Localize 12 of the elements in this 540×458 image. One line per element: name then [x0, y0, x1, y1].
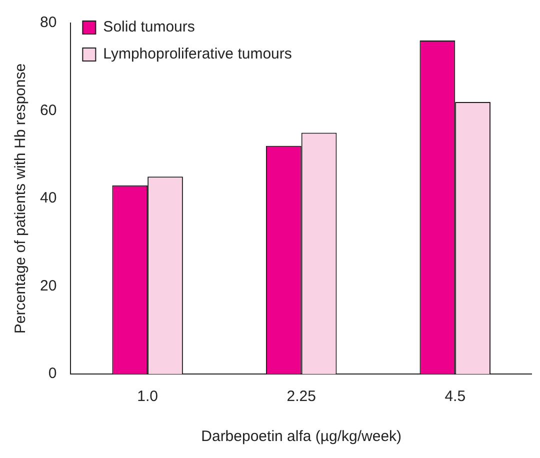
legend-label: Lymphoproliferative tumours	[103, 46, 292, 63]
legend-label: Solid tumours	[103, 18, 195, 36]
y-tick-label: 0	[48, 365, 57, 382]
x-tick-label: 1.0	[137, 388, 158, 406]
x-axis-title: Darbepoetin alfa (µg/kg/week)	[201, 428, 402, 446]
x-tick-label: 4.5	[444, 388, 466, 406]
y-axis-title: Percentage of patients with Hb response	[12, 63, 30, 334]
y-tick-label: 40	[40, 190, 57, 207]
y-tick-label: 60	[40, 102, 57, 119]
y-tick-label: 20	[40, 277, 57, 294]
y-tick-label: 80	[40, 14, 57, 32]
x-tick-label: 2.25	[286, 388, 316, 406]
